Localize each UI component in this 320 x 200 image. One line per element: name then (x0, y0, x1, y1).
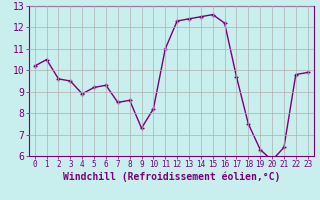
X-axis label: Windchill (Refroidissement éolien,°C): Windchill (Refroidissement éolien,°C) (62, 172, 280, 182)
